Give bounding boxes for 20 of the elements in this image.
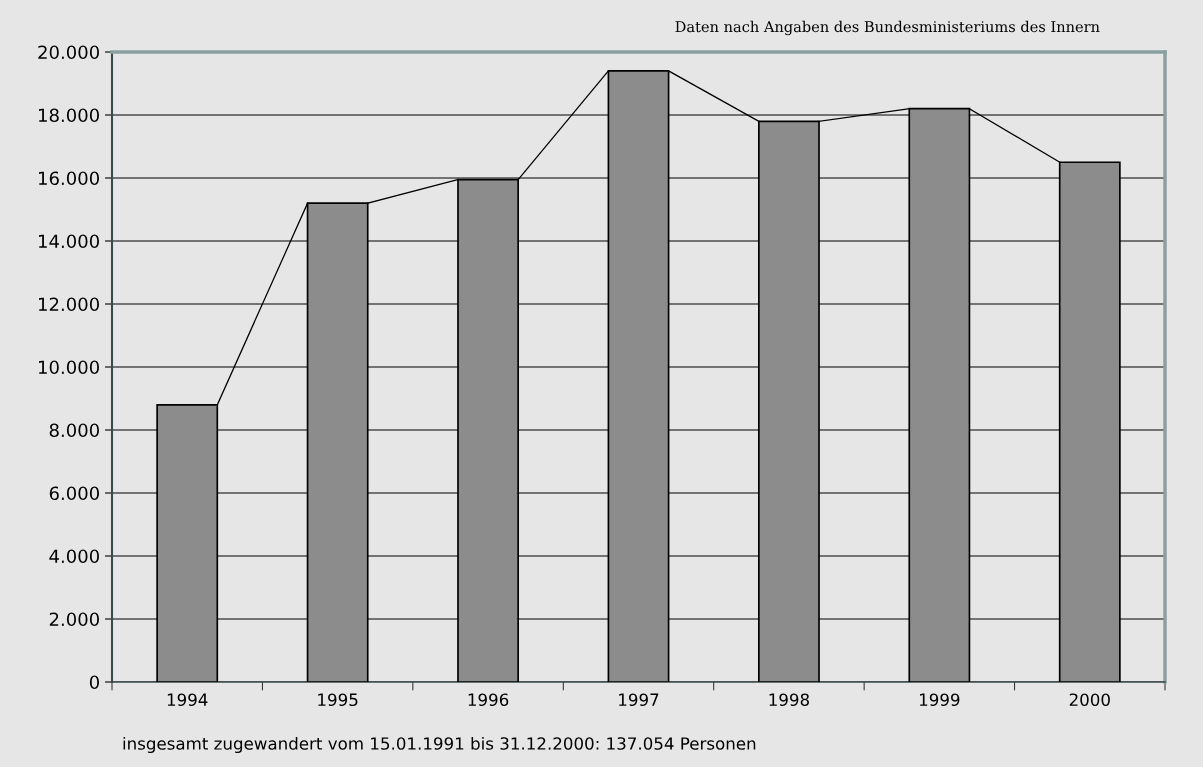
y-tick-label: 20.000 bbox=[38, 45, 99, 60]
y-tick-label: 16.000 bbox=[39, 171, 99, 186]
y-tick-label: 0 bbox=[89, 675, 99, 690]
y-tick-label: 8.000 bbox=[49, 423, 99, 438]
y-tick-label: 10.000 bbox=[39, 360, 99, 375]
x-tick-label: 2000 bbox=[1069, 693, 1110, 707]
x-tick-label: 1994 bbox=[167, 693, 208, 707]
y-tick-label: 18.000 bbox=[39, 108, 99, 123]
y-tick-label: 4.000 bbox=[49, 549, 99, 564]
x-tick-label: 1998 bbox=[769, 693, 809, 707]
y-tick-label: 2.000 bbox=[49, 612, 99, 627]
text: insgesamt zugewandert vom 15.01.1991 bis 31.12.2000: 137.054 Personen bbox=[123, 736, 756, 754]
x-tick-label: 1995 bbox=[318, 693, 358, 707]
y-tick-label: 6.000 bbox=[49, 486, 99, 501]
x-tick-label: 1999 bbox=[919, 693, 960, 707]
y-tick-label: 14.000 bbox=[39, 234, 99, 249]
x-tick-label: 1996 bbox=[468, 693, 509, 707]
y-tick-label: 12.000 bbox=[39, 297, 99, 312]
x-tick-label: 1997 bbox=[619, 693, 659, 707]
text: Daten nach Angaben des Bundesministeriums des Innern bbox=[675, 20, 1100, 36]
